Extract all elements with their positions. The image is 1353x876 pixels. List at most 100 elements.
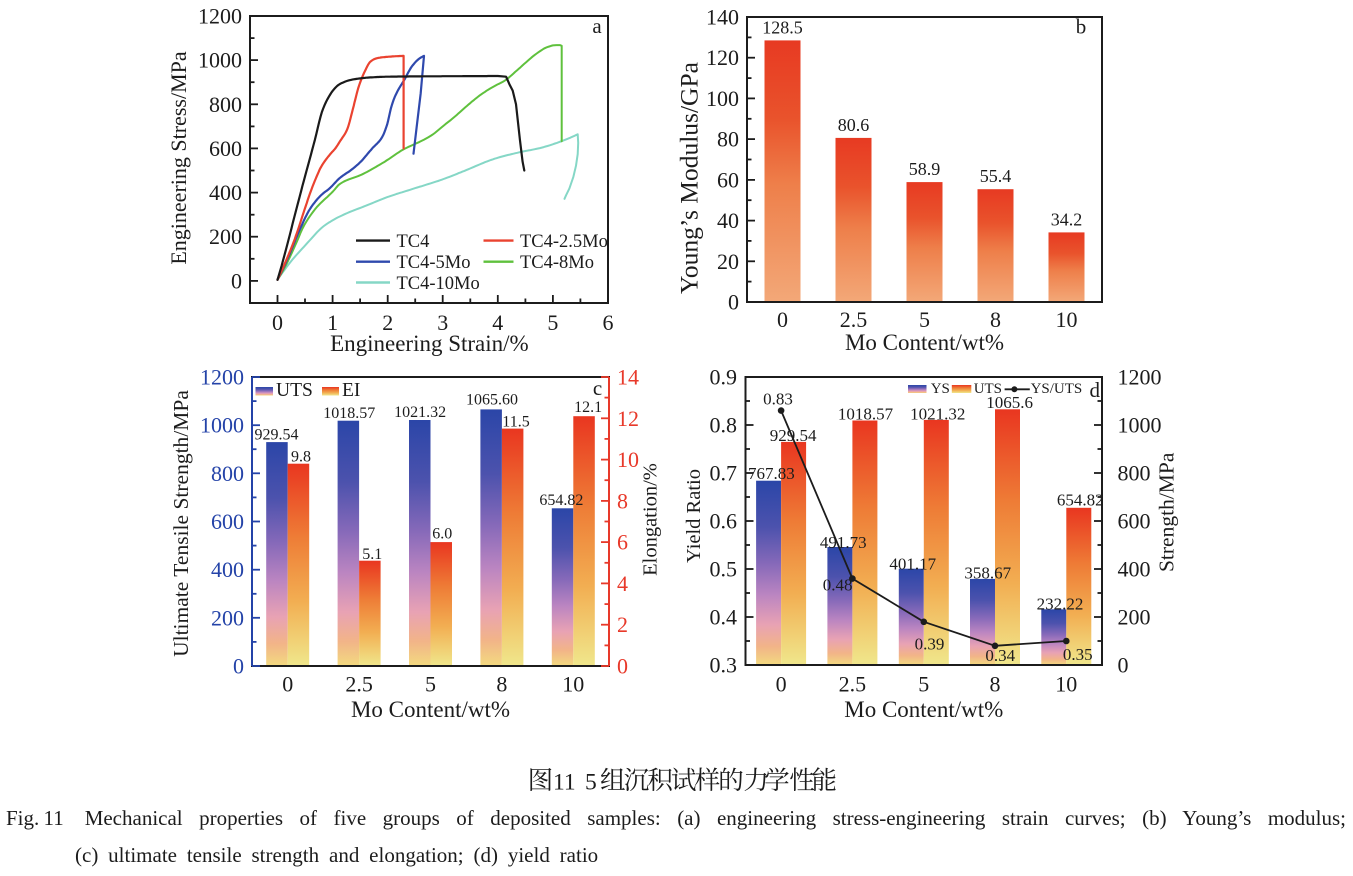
svg-text:1000: 1000 (200, 413, 244, 438)
svg-text:11: 11 (553, 769, 576, 795)
svg-text:TC4-5Mo: TC4-5Mo (397, 253, 471, 273)
svg-text:TC4-2.5Mo: TC4-2.5Mo (520, 232, 608, 252)
svg-text:358.67: 358.67 (964, 564, 1011, 583)
svg-text:8: 8 (617, 488, 628, 513)
svg-text:Engineering Strain/%: Engineering Strain/% (330, 331, 529, 356)
svg-text:UTS: UTS (974, 381, 1002, 397)
svg-text:800: 800 (209, 92, 242, 117)
svg-text:a: a (592, 14, 602, 38)
svg-text:58.9: 58.9 (909, 159, 941, 179)
svg-text:0.39: 0.39 (915, 634, 945, 653)
svg-text:400: 400 (211, 557, 244, 582)
svg-text:Young’s Modulus/GPa: Young’s Modulus/GPa (675, 62, 704, 294)
svg-text:2.5: 2.5 (345, 672, 373, 697)
svg-text:128.5: 128.5 (762, 17, 803, 37)
svg-text:0.48: 0.48 (823, 576, 853, 595)
svg-text:0: 0 (777, 307, 788, 332)
svg-text:Ultimate Tensile Strength/MPa: Ultimate Tensile Strength/MPa (169, 390, 193, 657)
svg-text:2.5: 2.5 (840, 307, 868, 332)
svg-text:600: 600 (211, 509, 244, 534)
svg-text:400: 400 (209, 180, 242, 205)
svg-text:654.82: 654.82 (539, 492, 583, 509)
svg-text:1000: 1000 (1118, 413, 1162, 438)
svg-text:5.1: 5.1 (362, 546, 382, 563)
svg-text:0.8: 0.8 (710, 413, 738, 438)
svg-text:Yield Ratio: Yield Ratio (683, 469, 705, 563)
svg-text:34.2: 34.2 (1051, 209, 1083, 229)
svg-text:20: 20 (717, 249, 739, 274)
svg-text:Mo Content/wt%: Mo Content/wt% (351, 697, 510, 722)
svg-text:0.9: 0.9 (710, 365, 738, 390)
svg-text:Engineering Stress/MPa: Engineering Stress/MPa (166, 51, 191, 264)
svg-text:929.54: 929.54 (770, 426, 817, 445)
svg-text:YS: YS (931, 381, 950, 397)
svg-text:80.6: 80.6 (838, 115, 870, 135)
svg-text:654.82: 654.82 (1057, 491, 1104, 510)
svg-text:6: 6 (617, 530, 628, 555)
svg-text:0.3: 0.3 (710, 653, 738, 678)
svg-text:1000: 1000 (198, 48, 242, 73)
svg-text:1018.57: 1018.57 (838, 405, 894, 424)
svg-text:60: 60 (717, 167, 739, 192)
svg-text:1200: 1200 (200, 365, 244, 390)
svg-text:0.6: 0.6 (710, 509, 738, 534)
svg-text:767.83: 767.83 (748, 464, 795, 483)
svg-text:4: 4 (492, 310, 503, 335)
svg-text:10: 10 (617, 447, 639, 472)
svg-text:Elongation/%: Elongation/% (640, 463, 662, 576)
svg-text:TC4-10Mo: TC4-10Mo (397, 274, 480, 294)
svg-text:1065.6: 1065.6 (986, 393, 1033, 412)
svg-text:9.8: 9.8 (291, 448, 311, 465)
svg-text:TC4-8Mo: TC4-8Mo (520, 253, 594, 273)
svg-text:200: 200 (1118, 605, 1151, 630)
svg-text:600: 600 (1118, 509, 1151, 534)
svg-text:400: 400 (1118, 557, 1151, 582)
svg-text:TC4: TC4 (397, 232, 430, 252)
svg-text:6.0: 6.0 (432, 526, 452, 543)
svg-text:200: 200 (209, 224, 242, 249)
svg-text:8: 8 (990, 307, 1001, 332)
svg-text:232.22: 232.22 (1037, 595, 1084, 614)
svg-text:0.5: 0.5 (710, 557, 738, 582)
svg-text:401.17: 401.17 (889, 555, 936, 574)
svg-text:10: 10 (1056, 307, 1078, 332)
svg-text:100: 100 (706, 86, 739, 111)
svg-text:0.4: 0.4 (710, 605, 738, 630)
svg-text:5: 5 (547, 310, 558, 335)
svg-text:0: 0 (776, 672, 787, 697)
svg-text:11.5: 11.5 (502, 413, 529, 430)
svg-text:1021.32: 1021.32 (910, 405, 965, 424)
svg-text:4: 4 (617, 571, 628, 596)
svg-text:1018.57: 1018.57 (323, 405, 375, 422)
svg-text:1200: 1200 (198, 4, 242, 29)
svg-text:55.4: 55.4 (980, 166, 1012, 186)
svg-text:d: d (1090, 378, 1101, 402)
svg-text:2: 2 (382, 310, 393, 335)
svg-text:0: 0 (1118, 653, 1129, 678)
svg-text:0.83: 0.83 (763, 389, 793, 408)
svg-text:10: 10 (562, 672, 584, 697)
svg-text:0.35: 0.35 (1063, 645, 1093, 664)
svg-text:12: 12 (617, 406, 639, 431)
svg-text:0: 0 (233, 654, 244, 679)
svg-text:3: 3 (437, 310, 448, 335)
svg-text:80: 80 (717, 127, 739, 152)
svg-text:12.1: 12.1 (574, 399, 602, 416)
svg-text:600: 600 (209, 136, 242, 161)
svg-text:8: 8 (496, 672, 507, 697)
svg-text:491.73: 491.73 (820, 533, 867, 552)
svg-text:1021.32: 1021.32 (394, 404, 446, 421)
svg-text:b: b (1076, 15, 1087, 39)
svg-text:0.7: 0.7 (710, 461, 738, 486)
svg-text:800: 800 (1118, 461, 1151, 486)
svg-text:1065.60: 1065.60 (466, 392, 518, 409)
svg-text:0: 0 (231, 268, 242, 293)
svg-text:200: 200 (211, 605, 244, 630)
svg-text:0: 0 (728, 290, 739, 315)
svg-text:0: 0 (282, 672, 293, 697)
svg-text:5: 5 (425, 672, 436, 697)
svg-text:2: 2 (617, 612, 628, 637)
svg-text:800: 800 (211, 461, 244, 486)
svg-text:6: 6 (603, 310, 614, 335)
svg-text:Mo Content/wt%: Mo Content/wt% (845, 330, 1004, 355)
